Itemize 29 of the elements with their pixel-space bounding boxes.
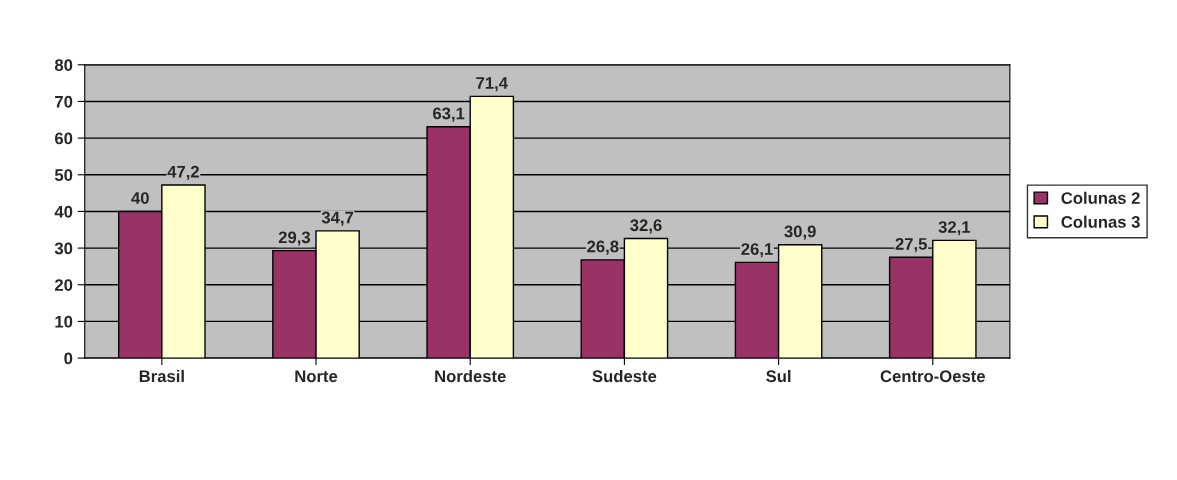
y-tick-label: 80: [54, 59, 73, 71]
data-label: 34,7: [321, 211, 354, 226]
legend-label: Colunas 3: [1061, 215, 1140, 228]
y-tick-label: 30: [54, 242, 73, 255]
x-tick-label: Nordeste: [435, 369, 506, 383]
data-label: 40: [131, 192, 149, 204]
data-label: 30,9: [784, 225, 816, 240]
data-label: 26,1: [741, 243, 773, 258]
x-tick-label: Sul: [766, 369, 791, 383]
x-tick-label: Sudeste: [592, 369, 657, 383]
data-label: 32,1: [938, 221, 971, 236]
data-label: 27,5: [895, 238, 927, 253]
y-tick-label: 50: [54, 169, 73, 181]
y-tick-label: 10: [55, 315, 73, 328]
x-tick-label: Norte: [295, 370, 338, 383]
data-label: 32,6: [630, 219, 662, 234]
data-label: 26,8: [587, 240, 619, 255]
y-tick-label: 20: [54, 279, 73, 291]
data-label: 63,1: [433, 107, 465, 122]
y-tick-label: 40: [54, 205, 73, 218]
y-tick-label: 0: [64, 352, 73, 365]
y-tick-label: 60: [55, 132, 73, 145]
data-label: 29,3: [278, 231, 311, 246]
data-label: 47,2: [167, 165, 199, 180]
legend-label: Colunas 2: [1061, 191, 1140, 204]
x-tick-label: Centro-Oeste: [880, 370, 985, 383]
data-label: 71,4: [476, 77, 508, 92]
x-tick-label: Brasil: [139, 369, 184, 383]
y-tick-label: 70: [55, 95, 73, 108]
